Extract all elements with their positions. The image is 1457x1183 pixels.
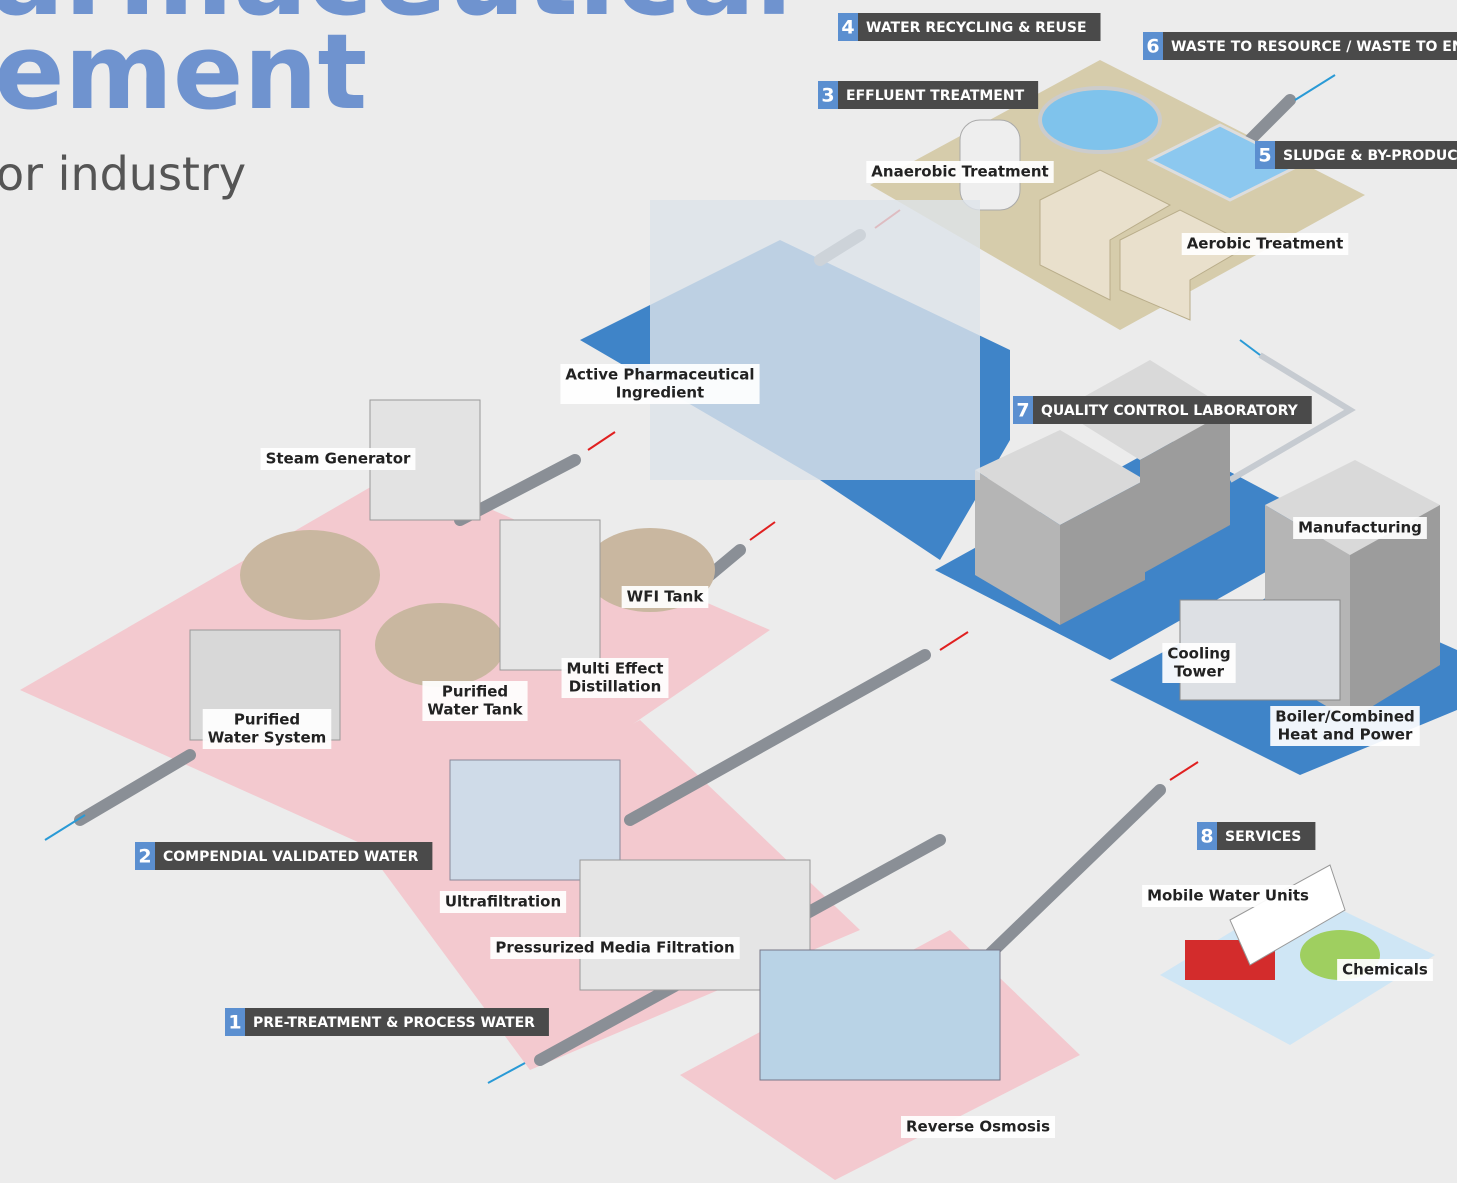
tank [240, 530, 380, 620]
tag-text: SERVICES [1225, 829, 1301, 845]
tag-text: QUALITY CONTROL LABORATORY [1041, 403, 1299, 419]
label-text: Manufacturing [1298, 519, 1422, 537]
tag-number: 4 [841, 17, 854, 39]
label-text: Tower [1174, 663, 1225, 681]
tag-number: 5 [1258, 145, 1271, 167]
label-text: Purified [234, 711, 300, 729]
tank [375, 603, 505, 687]
label-text: Anaerobic Treatment [871, 163, 1048, 181]
label: Multi EffectDistillation [562, 658, 669, 698]
tag-text: WASTE TO RESOURCE / WASTE TO EN [1171, 39, 1457, 55]
tag-number: 8 [1200, 826, 1213, 848]
tag-number: 1 [228, 1012, 241, 1034]
label: Pressurized Media Filtration [490, 937, 739, 959]
label: Anaerobic Treatment [866, 161, 1053, 183]
label-text: Ultrafiltration [445, 893, 561, 911]
label-text: Chemicals [1342, 961, 1428, 979]
section-tag: 6 WASTE TO RESOURCE / WASTE TO EN [1143, 32, 1457, 60]
label-text: Purified [442, 683, 508, 701]
label-text: Active Pharmaceutical [565, 366, 754, 384]
label: Ultrafiltration [440, 891, 566, 913]
label: Steam Generator [261, 448, 416, 470]
tag-text: SLUDGE & BY-PRODUC [1283, 148, 1457, 164]
tag-number: 7 [1016, 400, 1029, 422]
label: PurifiedWater System [203, 709, 332, 749]
clarifier [1040, 88, 1160, 152]
tag-text: WATER RECYCLING & REUSE [866, 20, 1087, 36]
distillation-unit [500, 520, 600, 670]
label-text: Pressurized Media Filtration [495, 939, 734, 957]
label-text: Mobile Water Units [1147, 887, 1309, 905]
title-line-2: ement [0, 11, 367, 133]
label-text: Boiler/Combined [1275, 708, 1414, 726]
label-text: Steam Generator [266, 450, 411, 468]
page: armaceutical ement or industry Steam Gen… [0, 0, 1457, 1183]
label: Reverse Osmosis [901, 1116, 1055, 1138]
label: Mobile Water Units [1142, 885, 1314, 907]
label-text: Water Tank [427, 701, 523, 719]
label-text: Distillation [569, 678, 662, 696]
label-text: Reverse Osmosis [906, 1118, 1050, 1136]
tag-text: EFFLUENT TREATMENT [846, 88, 1025, 104]
label-text: WFI Tank [627, 588, 705, 606]
api-plant [650, 200, 980, 480]
section-tag: 8 SERVICES [1197, 822, 1315, 850]
label: Aerobic Treatment [1182, 233, 1349, 255]
label-text: Ingredient [616, 384, 704, 402]
label-text: Multi Effect [567, 660, 664, 678]
label-text: Water System [208, 729, 327, 747]
label: Manufacturing [1293, 517, 1427, 539]
section-tag: 3 EFFLUENT TREATMENT [818, 81, 1038, 109]
infographic: armaceutical ement or industry Steam Gen… [0, 0, 1457, 1183]
label: Chemicals [1337, 959, 1433, 981]
label-text: Aerobic Treatment [1187, 235, 1344, 253]
tag-text: COMPENDIAL VALIDATED WATER [163, 849, 419, 865]
section-tag: 5 SLUDGE & BY-PRODUC [1255, 141, 1457, 169]
tag-number: 3 [821, 85, 834, 107]
tag-text: PRE-TREATMENT & PROCESS WATER [253, 1015, 535, 1031]
label: WFI Tank [622, 586, 709, 608]
ro-skid [760, 950, 1000, 1080]
label-text: Heat and Power [1278, 726, 1413, 744]
tag-number: 6 [1146, 36, 1159, 58]
section-tag: 4 WATER RECYCLING & REUSE [838, 13, 1101, 41]
section-tag: 2 COMPENDIAL VALIDATED WATER [135, 842, 432, 870]
section-tag: 7 QUALITY CONTROL LABORATORY [1013, 396, 1312, 424]
label-text: Cooling [1167, 645, 1230, 663]
tag-number: 2 [138, 846, 151, 868]
section-tag: 1 PRE-TREATMENT & PROCESS WATER [225, 1008, 549, 1036]
subtitle: or industry [0, 147, 246, 201]
